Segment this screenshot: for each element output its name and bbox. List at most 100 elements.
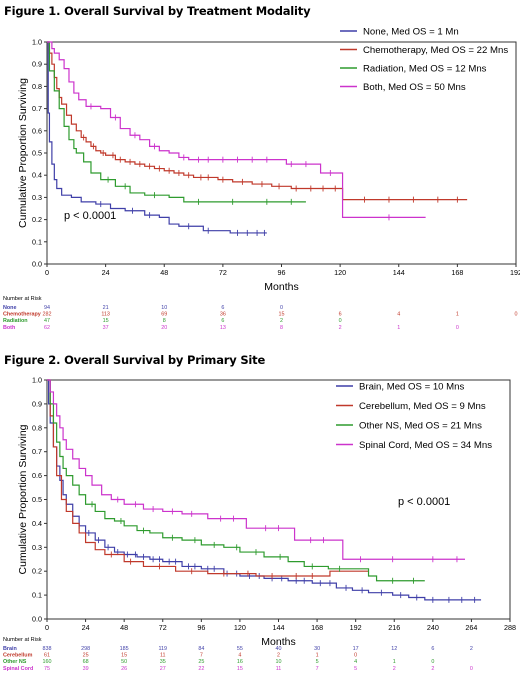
risk-table-row-label: Chemotherapy — [3, 312, 41, 318]
risk-table-value: 298 — [81, 646, 90, 652]
x-tick-label: 144 — [393, 268, 405, 277]
risk-table-value: 20 — [161, 325, 167, 331]
y-tick-label: 0.4 — [32, 171, 42, 180]
risk-table-value: 5 — [354, 666, 357, 672]
y-tick-label: 0.9 — [32, 399, 42, 408]
series-1-group — [47, 41, 267, 236]
risk-table-value: 2 — [431, 666, 434, 672]
risk-table-value: 4 — [354, 659, 357, 665]
legend-entry: Both, Med OS = 50 Mns — [363, 82, 466, 93]
x-tick-label: 264 — [465, 623, 477, 632]
y-tick-label: 0.2 — [32, 567, 42, 576]
x-tick-label: 96 — [278, 268, 286, 277]
y-tick-label: 0.1 — [32, 237, 42, 246]
series-line — [47, 379, 369, 577]
risk-table-value: 1 — [393, 659, 396, 665]
risk-table-value: 55 — [237, 646, 243, 652]
risk-table-row-label: Cerebellum — [3, 653, 33, 659]
risk-table-value: 0 — [339, 318, 342, 324]
risk-table-value: 39 — [83, 666, 89, 672]
x-tick-label: 24 — [102, 268, 110, 277]
y-tick-label: 0.8 — [32, 82, 42, 91]
x-tick-label: 72 — [219, 268, 227, 277]
risk-table-title: Number at Risk — [3, 637, 42, 643]
x-tick-label: 192 — [350, 623, 362, 632]
risk-table-value: 6 — [431, 646, 434, 652]
x-tick-label: 0 — [45, 623, 49, 632]
risk-table-value: 282 — [43, 312, 52, 318]
y-tick-label: 0.4 — [32, 519, 42, 528]
series-2-group — [47, 41, 468, 203]
y-tick-label: 0.3 — [32, 193, 42, 202]
risk-table-value: 68 — [83, 659, 89, 665]
y-axis-label: Cumulative Proportion Surviving — [17, 424, 29, 574]
risk-table-value: 35 — [160, 659, 166, 665]
risk-table-value: 15 — [103, 318, 109, 324]
series-line — [47, 41, 306, 203]
risk-table-value: 2 — [277, 653, 280, 659]
risk-table-value: 84 — [198, 646, 204, 652]
risk-table-value: 0 — [456, 325, 459, 331]
x-tick-label: 288 — [504, 623, 516, 632]
risk-table-value: 50 — [121, 659, 127, 665]
risk-table-value: 4 — [238, 653, 241, 659]
series-4-group — [47, 379, 465, 563]
risk-table-value: 16 — [237, 659, 243, 665]
risk-table-value: 5 — [316, 659, 319, 665]
series-line — [47, 379, 425, 582]
x-axis-label: Months — [264, 281, 298, 293]
y-tick-label: 0.2 — [32, 215, 42, 224]
x-tick-label: 48 — [120, 623, 128, 632]
x-tick-label: 120 — [334, 268, 346, 277]
x-tick-label: 216 — [388, 623, 400, 632]
series-1-group — [47, 379, 482, 603]
risk-table-value: 2 — [280, 318, 283, 324]
y-tick-label: 0.5 — [32, 495, 42, 504]
risk-table-value: 113 — [101, 312, 110, 318]
risk-table-value: 15 — [121, 653, 127, 659]
risk-table-value: 6 — [339, 312, 342, 318]
risk-table-value: 15 — [279, 312, 285, 318]
risk-table-value: 0 — [470, 666, 473, 672]
risk-table-value: 11 — [160, 653, 166, 659]
figure-1-chart: 0.00.10.20.30.40.50.60.70.80.91.00 24 48 72… — [3, 27, 520, 331]
risk-table-value: 4 — [397, 312, 400, 318]
risk-table-value: 12 — [391, 646, 397, 652]
x-tick-label: 0 — [45, 268, 49, 277]
risk-table-value: 0 — [515, 312, 518, 318]
risk-table-value: 7 — [200, 653, 203, 659]
y-tick-label: 0.7 — [32, 104, 42, 113]
y-tick-label: 0.5 — [32, 149, 42, 158]
plot-frame — [46, 41, 517, 265]
risk-table-value: 838 — [43, 646, 52, 652]
x-tick-label: 24 — [82, 623, 90, 632]
risk-table-row-label: Both — [3, 325, 15, 331]
risk-table-value: 17 — [353, 646, 359, 652]
risk-table-row-label: Radiation — [3, 318, 28, 324]
risk-table-value: 1 — [456, 312, 459, 318]
risk-table-value: 7 — [316, 666, 319, 672]
risk-table-value: 75 — [44, 666, 50, 672]
risk-table-value: 62 — [44, 325, 50, 331]
x-tick-label: 120 — [234, 623, 246, 632]
risk-table-value: 8 — [163, 318, 166, 324]
risk-table-value: 0 — [431, 659, 434, 665]
risk-table-value: 0 — [280, 305, 283, 311]
y-tick-label: 0.1 — [32, 591, 42, 600]
risk-table-value: 40 — [276, 646, 282, 652]
x-tick-label: 48 — [160, 268, 168, 277]
y-tick-label: 0.7 — [32, 447, 42, 456]
x-tick-label: 192 — [510, 268, 520, 277]
risk-table-value: 2 — [339, 325, 342, 331]
risk-table-value: 25 — [198, 659, 204, 665]
risk-table-value: 6 — [221, 318, 224, 324]
risk-table-value: 36 — [220, 312, 226, 318]
series-3-group — [47, 41, 306, 205]
risk-table-value: 94 — [44, 305, 50, 311]
figure-2-title: Figure 2. Overall Survival by Primary Si… — [4, 353, 266, 367]
series-line — [47, 41, 267, 234]
series-line — [47, 379, 482, 601]
risk-table-value: 22 — [198, 666, 204, 672]
p-value-annotation: p < 0.0001 — [64, 210, 116, 222]
risk-table-value: 37 — [103, 325, 109, 331]
